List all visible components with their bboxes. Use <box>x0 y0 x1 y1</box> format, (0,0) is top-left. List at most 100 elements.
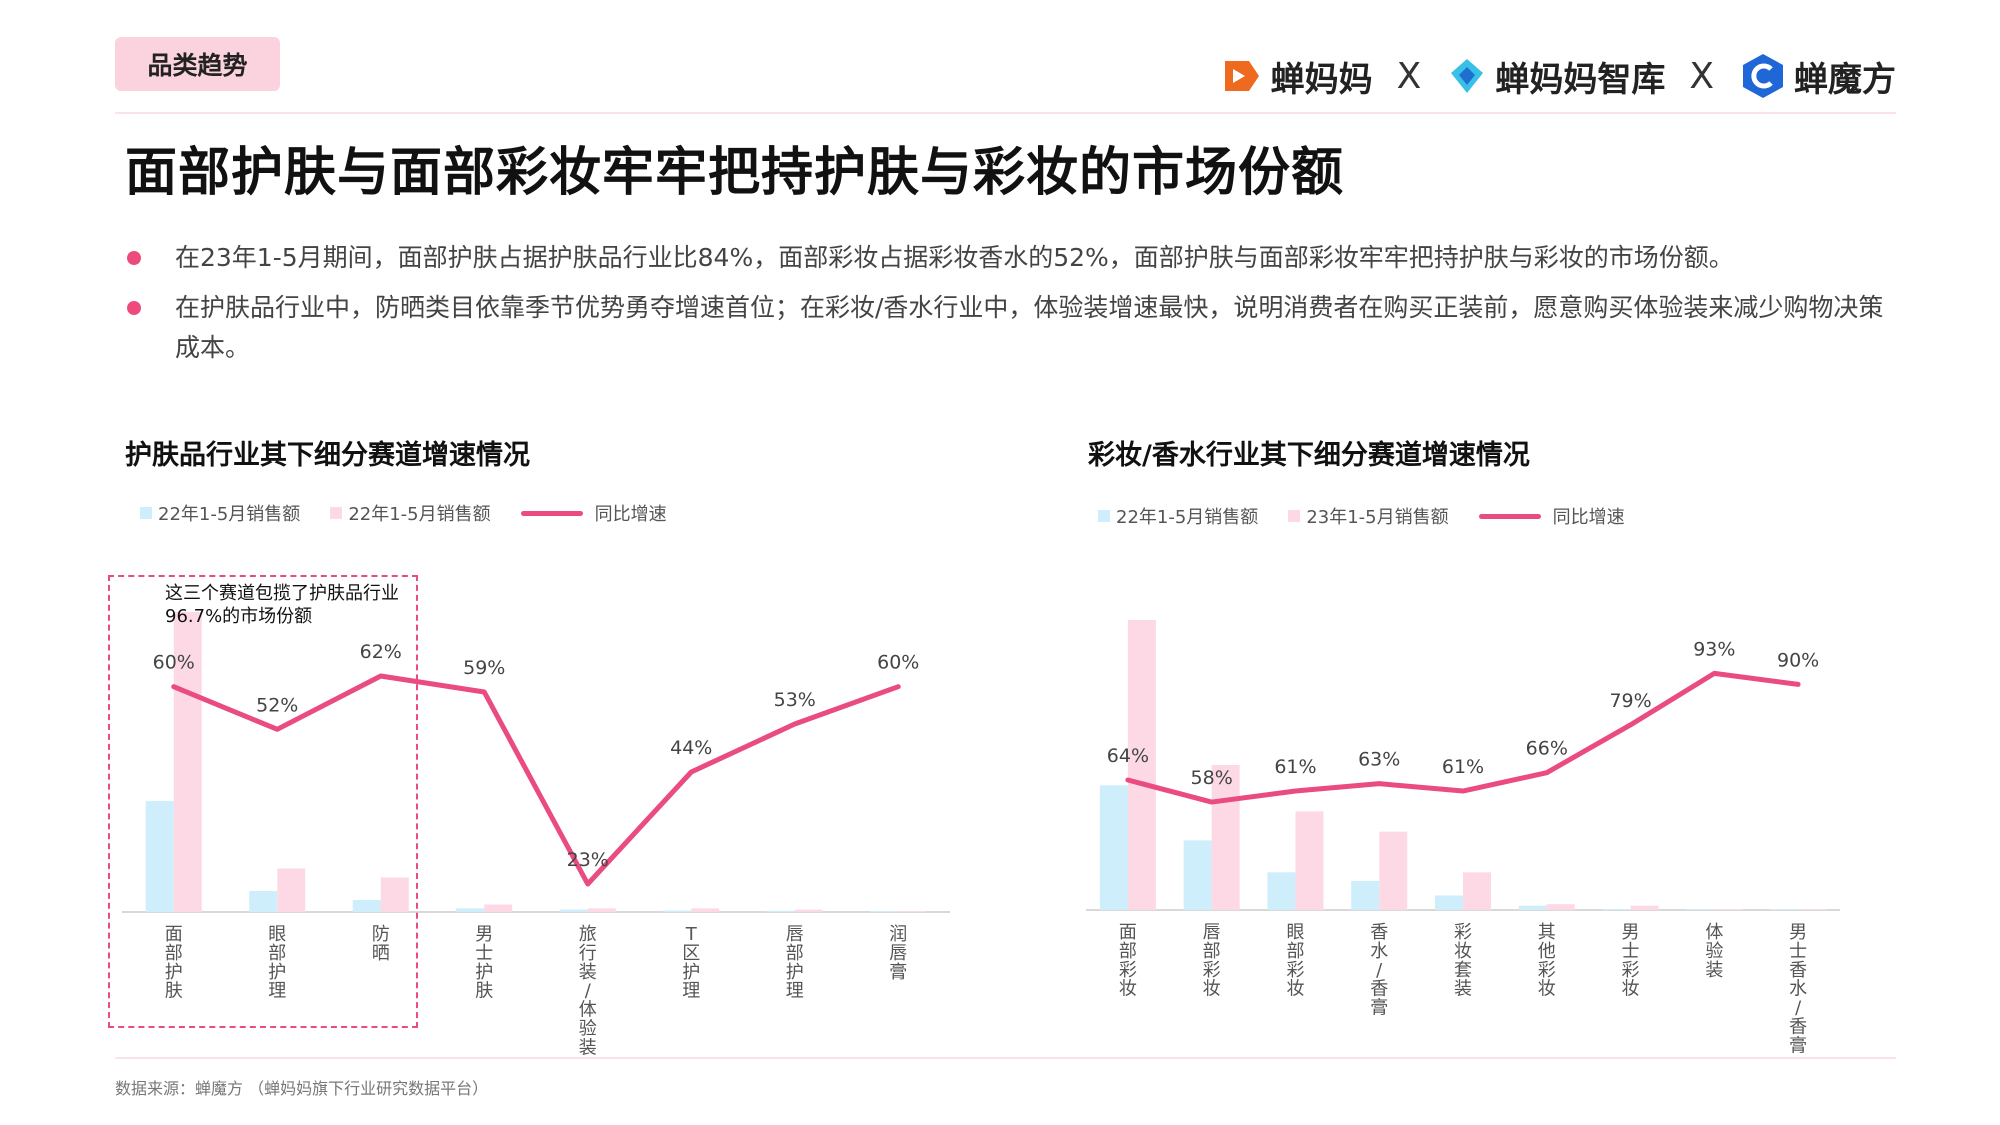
growth-data-label: 53% <box>774 689 816 711</box>
chanmofang-logo-icon <box>1743 54 1783 98</box>
category-label: 唇部彩妆 <box>1203 922 1221 1000</box>
legend-item: 22年1-5月销售额 <box>140 500 300 526</box>
bar-prev <box>249 891 278 912</box>
legend-swatch-icon <box>140 507 152 519</box>
bar-prev <box>352 900 381 912</box>
growth-data-label: 93% <box>1693 638 1735 660</box>
category-label: 香水/香膏 <box>1370 922 1388 1019</box>
legend-label: 22年1-5月销售额 <box>1116 507 1259 528</box>
bullet-item: 在23年1-5月期间，面部护肤占据护肤品行业比84%，面部彩妆占据彩妆香水的52… <box>125 238 1895 278</box>
legend-label: 23年1-5月销售额 <box>1306 507 1449 528</box>
bar-curr <box>1714 909 1743 910</box>
bar-curr <box>587 908 616 912</box>
growth-line <box>171 673 901 887</box>
bar-curr <box>1463 872 1491 910</box>
summary-bullets: 在23年1-5月期间，面部护肤占据护肤品行业比84%，面部彩妆占据彩妆香水的52… <box>125 238 1895 378</box>
category-label: 眼部护理 <box>268 924 286 1002</box>
growth-data-label: 44% <box>670 737 712 759</box>
category-label: 体验装 <box>1705 922 1723 981</box>
category-label: 面部彩妆 <box>1119 922 1137 1000</box>
legend-item: 23年1-5月销售额 <box>1288 503 1449 529</box>
chanmama-logo-icon <box>1224 61 1259 91</box>
bar-prev <box>145 801 174 912</box>
growth-data-label: 66% <box>1526 738 1568 760</box>
growth-data-label: 52% <box>256 694 298 716</box>
bar-prev <box>1267 872 1296 910</box>
bar-prev <box>1351 881 1380 910</box>
chart-title-makeup: 彩妆/香水行业其下细分赛道增速情况 <box>1088 440 1530 471</box>
growth-data-label: 61% <box>1442 756 1484 778</box>
legend-makeup: 22年1-5月销售额 23年1-5月销售额 同比增速 <box>1098 503 1655 529</box>
bar-prev <box>1183 840 1212 910</box>
category-label: T 区护理 <box>682 924 700 1002</box>
bullet-item: 在护肤品行业中，防晒类目依靠季节优势勇夺增速首位；在彩妆/香水行业中，体验装增速… <box>125 288 1895 368</box>
bullet-text: 在护肤品行业中，防晒类目依靠季节优势勇夺增速首位；在彩妆/香水行业中，体验装增速… <box>175 293 1884 362</box>
bar-prev <box>1435 895 1463 910</box>
bar-curr <box>691 908 720 912</box>
bar-prev <box>1770 909 1799 910</box>
growth-data-label: 63% <box>1358 749 1400 771</box>
data-source: 数据来源：蝉魔方 （蝉妈妈旗下行业研究数据平台） <box>115 1079 489 1098</box>
bar-curr <box>484 904 513 912</box>
callout-text: 这三个赛道包揽了护肤品行业96.7%的市场份额 <box>165 583 399 627</box>
bar-curr <box>380 877 409 912</box>
bar-curr <box>1630 905 1659 910</box>
footer-divider <box>115 1057 1896 1059</box>
bullet-dot-icon <box>127 301 141 315</box>
category-label: 男士香水/香膏 <box>1789 922 1807 1056</box>
logo-separator: X <box>1396 55 1422 97</box>
category-label: 润唇膏 <box>889 924 907 983</box>
bar-curr <box>1127 620 1156 910</box>
legend-line-icon <box>1478 513 1541 519</box>
bar-curr <box>1295 811 1324 910</box>
chart-title-skincare: 护肤品行业其下细分赛道增速情况 <box>125 440 530 471</box>
bar-prev <box>1518 905 1547 910</box>
bar-prev <box>1099 785 1128 910</box>
chanmama-logo: 蝉妈妈 <box>1219 52 1373 101</box>
growth-data-label: 79% <box>1609 690 1651 712</box>
bar-prev <box>456 908 485 912</box>
category-label: 男士护肤 <box>475 924 493 1002</box>
category-label: 防晒 <box>372 924 390 964</box>
growth-data-label: 60% <box>153 652 195 674</box>
legend-item: 同比增速 <box>1478 503 1625 529</box>
legend-swatch-icon <box>330 507 343 519</box>
bar-curr <box>1211 765 1240 910</box>
bar-curr <box>1379 831 1408 910</box>
category-label: 眼部彩妆 <box>1286 922 1304 1000</box>
chanmofang-logo: 蝉魔方 <box>1738 51 1896 101</box>
logo-label-zhiku: 蝉妈妈智库 <box>1495 59 1666 100</box>
bar-prev <box>663 910 692 912</box>
legend-label: 同比增速 <box>594 504 667 525</box>
bar-prev <box>1686 909 1715 910</box>
category-label: 旅行装/体验装 <box>579 924 597 1058</box>
legend-item: 22年1-5月销售额 <box>1098 503 1258 529</box>
legend-label: 同比增速 <box>1552 507 1625 528</box>
page-title: 面部护肤与面部彩妆牢牢把持护肤与彩妆的市场份额 <box>125 143 1345 203</box>
bullet-dot-icon <box>127 251 141 265</box>
legend-swatch-icon <box>1098 510 1110 522</box>
growth-data-label: 62% <box>360 641 402 663</box>
bar-curr <box>173 612 202 912</box>
growth-data-label: 61% <box>1274 756 1316 778</box>
legend-label: 22年1-5月销售额 <box>348 504 491 525</box>
logo-label-chanmama: 蝉妈妈 <box>1270 59 1373 100</box>
legend-swatch-icon <box>1288 510 1301 522</box>
legend-item: 同比增速 <box>520 500 667 526</box>
bar-curr <box>898 911 927 912</box>
bar-prev <box>870 911 899 912</box>
category-label: 彩妆套装 <box>1454 922 1472 1000</box>
category-label: 男士彩妆 <box>1622 922 1640 1000</box>
legend-line-icon <box>520 510 583 516</box>
category-label: 其他彩妆 <box>1538 922 1556 1000</box>
bar-curr <box>1798 909 1827 910</box>
category-label: 面部护肤 <box>165 924 183 1002</box>
bar-curr <box>277 868 306 912</box>
bar-prev <box>1602 909 1631 910</box>
bullet-text: 在23年1-5月期间，面部护肤占据护肤品行业比84%，面部彩妆占据彩妆香水的52… <box>175 243 1734 272</box>
growth-data-label: 64% <box>1107 745 1149 767</box>
header-divider <box>115 112 1896 114</box>
growth-data-label: 23% <box>567 849 609 871</box>
growth-data-label: 90% <box>1777 649 1819 671</box>
